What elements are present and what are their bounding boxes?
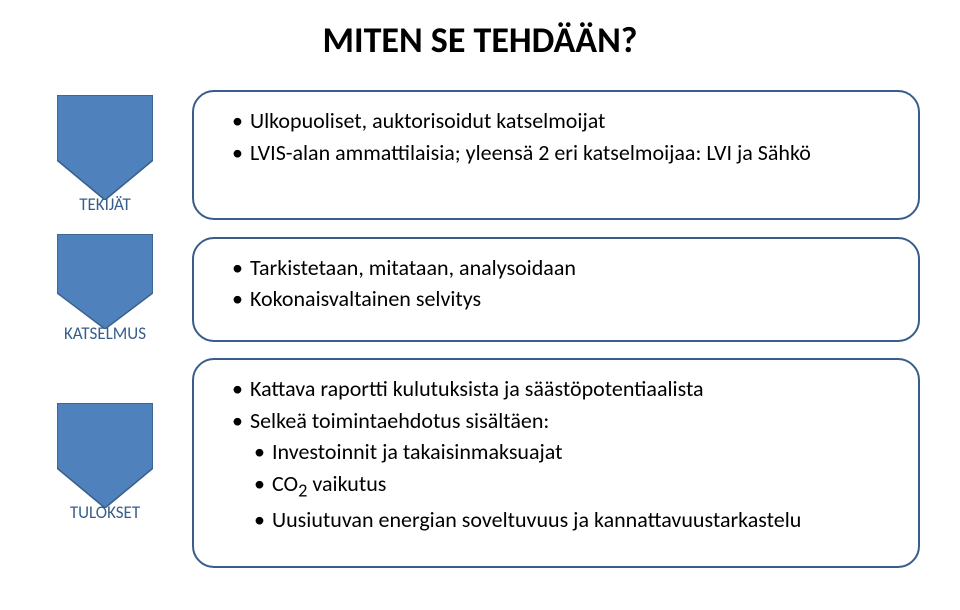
list-item: Investoinnit ja takaisinmaksuajat: [254, 437, 890, 467]
row-tulokset: TULOKSET Kattava raportti kulutuksista j…: [40, 358, 920, 568]
page: MITEN SE TEHDÄÄN? TEKIJÄT Ulkopuoliset, …: [0, 0, 960, 610]
list-item: Ulkopuoliset, auktorisoidut katselmoijat: [232, 106, 890, 136]
chevron-label: KATSELMUS: [64, 323, 146, 344]
row-katselmus: KATSELMUS Tarkistetaan, mitataan, analys…: [40, 234, 920, 344]
co2-label: CO2 vaikutus: [272, 470, 386, 497]
chevron-icon: [57, 403, 153, 508]
chevron-icon: [57, 234, 153, 329]
list-item: LVIS-alan ammattilaisia; yleensä 2 eri k…: [232, 138, 890, 168]
chevron-icon: [57, 95, 153, 200]
chevron-katselmus: KATSELMUS: [40, 234, 170, 344]
list-item: Uusiutuvan energian soveltuvuus ja kanna…: [254, 505, 890, 535]
bullet-list: Ulkopuoliset, auktorisoidut katselmoijat…: [224, 106, 890, 167]
page-title: MITEN SE TEHDÄÄN?: [40, 18, 920, 62]
list-item: Selkeä toimintaehdotus sisältäen:: [232, 406, 890, 436]
list-item: CO2 vaikutus: [254, 469, 890, 503]
bullet-list: Tarkistetaan, mitataan, analysoidaan Kok…: [224, 253, 890, 314]
chevron-tulokset: TULOKSET: [40, 403, 170, 523]
chevron-label: TEKIJÄT: [79, 194, 131, 215]
box-tulokset: Kattava raportti kulutuksista ja säästöp…: [192, 358, 920, 568]
chevron-label: TULOKSET: [70, 502, 140, 523]
box-tekijat: Ulkopuoliset, auktorisoidut katselmoijat…: [192, 90, 920, 220]
chevron-tekijat: TEKIJÄT: [40, 95, 170, 215]
list-item: Kokonaisvaltainen selvitys: [232, 284, 890, 314]
bullet-list: Kattava raportti kulutuksista ja säästöp…: [224, 374, 890, 535]
row-tekijat: TEKIJÄT Ulkopuoliset, auktorisoidut kats…: [40, 90, 920, 220]
list-item: Kattava raportti kulutuksista ja säästöp…: [232, 374, 890, 404]
box-katselmus: Tarkistetaan, mitataan, analysoidaan Kok…: [192, 237, 920, 342]
list-item: Tarkistetaan, mitataan, analysoidaan: [232, 253, 890, 283]
